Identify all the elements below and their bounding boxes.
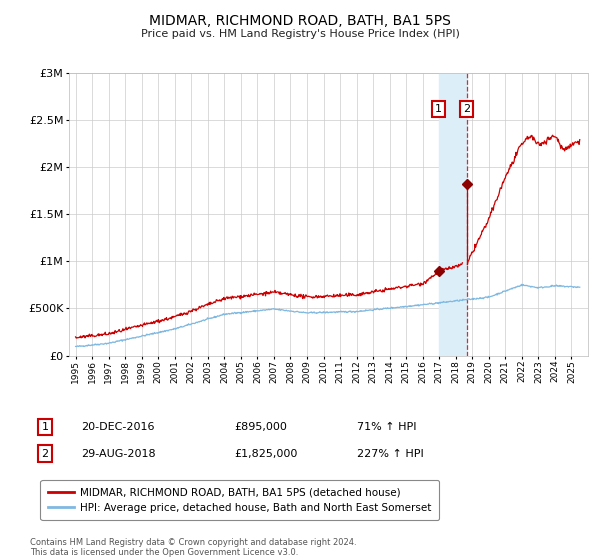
Bar — [439, 73, 467, 356]
Text: 227% ↑ HPI: 227% ↑ HPI — [357, 449, 424, 459]
Text: Contains HM Land Registry data © Crown copyright and database right 2024.
This d: Contains HM Land Registry data © Crown c… — [30, 538, 356, 557]
Text: MIDMAR, RICHMOND ROAD, BATH, BA1 5PS: MIDMAR, RICHMOND ROAD, BATH, BA1 5PS — [149, 14, 451, 28]
Text: Price paid vs. HM Land Registry's House Price Index (HPI): Price paid vs. HM Land Registry's House … — [140, 29, 460, 39]
Text: 1: 1 — [435, 104, 442, 114]
Text: 1: 1 — [41, 422, 49, 432]
Text: 29-AUG-2018: 29-AUG-2018 — [81, 449, 155, 459]
Text: £1,825,000: £1,825,000 — [234, 449, 298, 459]
Text: 20-DEC-2016: 20-DEC-2016 — [81, 422, 155, 432]
Text: 71% ↑ HPI: 71% ↑ HPI — [357, 422, 416, 432]
Text: 2: 2 — [41, 449, 49, 459]
Text: 2: 2 — [463, 104, 470, 114]
Legend: MIDMAR, RICHMOND ROAD, BATH, BA1 5PS (detached house), HPI: Average price, detac: MIDMAR, RICHMOND ROAD, BATH, BA1 5PS (de… — [40, 480, 439, 520]
Text: £895,000: £895,000 — [234, 422, 287, 432]
